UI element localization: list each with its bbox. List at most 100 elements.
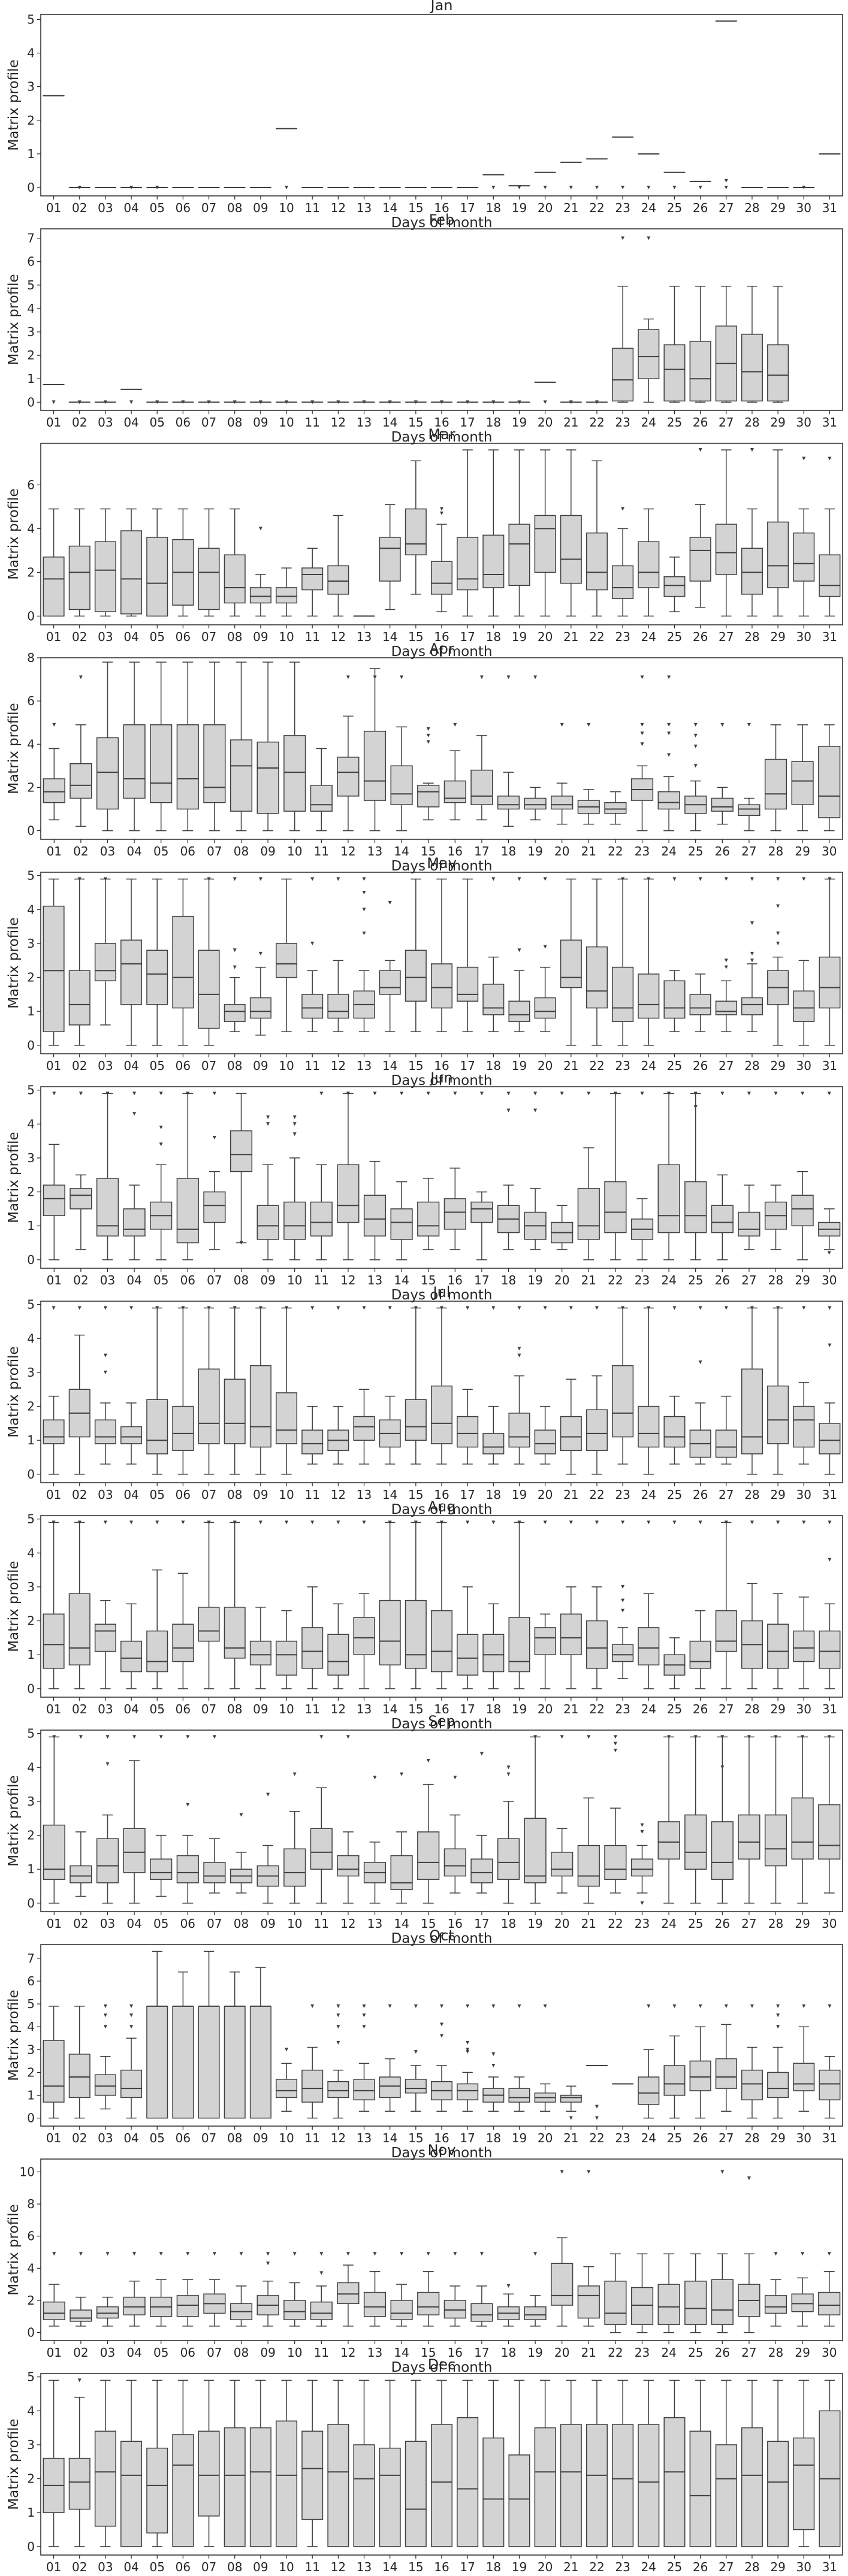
box-iqr (711, 1205, 733, 1232)
outlier-point (453, 1776, 457, 1779)
box-iqr (483, 1634, 504, 1671)
x-tick-label: 28 (744, 201, 759, 215)
x-tick-label: 23 (635, 2345, 650, 2360)
outlier-point (544, 2004, 547, 2008)
box-13 (354, 1306, 375, 1464)
box-iqr (70, 764, 92, 799)
y-tick-label: 5 (27, 1298, 35, 1312)
x-tick-label: 12 (331, 201, 346, 215)
outlier-point (750, 921, 754, 925)
box-17 (471, 1752, 493, 1893)
box-10 (284, 2252, 306, 2326)
outlier-point (725, 1306, 728, 1310)
box-iqr (198, 2006, 219, 2118)
x-tick-label: 22 (589, 415, 604, 430)
outlier-point (647, 1520, 650, 1524)
x-tick-label: 17 (460, 1702, 475, 1716)
x-tick-label: 12 (331, 630, 346, 644)
x-tick-label: 30 (796, 2131, 811, 2145)
outlier-point (595, 2117, 599, 2120)
box-03 (97, 662, 119, 830)
box-iqr (123, 1828, 145, 1873)
x-tick-label: 12 (340, 2345, 355, 2360)
box-23 (612, 137, 633, 189)
outlier-point (400, 675, 403, 679)
outlier-point (440, 2004, 443, 2008)
y-axis-label: Matrix profile (6, 2418, 22, 2510)
x-tick-label: 22 (589, 1702, 604, 1716)
x-tick-label: 24 (661, 1273, 676, 1287)
x-tick-label: 06 (180, 1273, 195, 1287)
outlier-point (310, 942, 314, 945)
x-tick-label: 19 (512, 415, 527, 430)
box-14 (379, 2380, 400, 2547)
box-iqr (738, 805, 760, 815)
x-tick-label: 11 (304, 630, 319, 644)
outlier-point (363, 908, 366, 911)
box-iqr (406, 509, 427, 555)
x-tick-label: 08 (234, 844, 249, 858)
box-iqr (690, 994, 711, 1015)
x-tick-label: 18 (486, 201, 501, 215)
outlier-point (159, 1126, 163, 1129)
x-tick-label: 03 (100, 1916, 115, 1931)
outlier-point (641, 723, 644, 727)
chart-title: Dec (428, 2356, 455, 2373)
box-24 (638, 509, 659, 616)
outlier-point (373, 2252, 377, 2255)
x-tick-label: 18 (501, 2345, 516, 2360)
y-tick-label: 4 (27, 301, 35, 316)
box-05 (150, 1735, 172, 1896)
y-tick-label: 6 (27, 1974, 35, 1988)
box-28 (765, 725, 787, 831)
outlier-point (544, 1306, 547, 1310)
x-tick-label: 08 (227, 1487, 242, 1502)
box-05 (147, 1951, 168, 2118)
box-iqr (664, 577, 685, 597)
box-iqr (711, 2279, 733, 2324)
box-12 (328, 2380, 349, 2547)
x-tick-label: 07 (201, 1487, 216, 1502)
x-tick-label: 11 (314, 844, 329, 858)
box-19 (524, 2252, 546, 2326)
x-tick-label: 29 (795, 1273, 810, 1287)
box-25 (664, 2004, 685, 2118)
outlier-point (400, 2252, 403, 2255)
x-tick-label: 19 (512, 1702, 527, 1716)
box-24 (658, 1092, 680, 1260)
box-24 (638, 1520, 659, 1689)
box-iqr (95, 2431, 116, 2526)
x-tick-label: 01 (46, 201, 61, 215)
box-14 (379, 504, 400, 609)
box-10 (276, 129, 297, 189)
outlier-point (129, 2013, 133, 2017)
box-28 (765, 2252, 787, 2326)
box-iqr (224, 1005, 245, 1021)
outlier-point (587, 2170, 590, 2173)
box-iqr (173, 1624, 194, 1661)
box-14 (391, 2252, 412, 2326)
outlier-point (186, 1735, 189, 1739)
x-tick-label: 02 (73, 2345, 88, 2360)
outlier-point (213, 2252, 216, 2255)
y-tick-label: 5 (27, 1727, 35, 1741)
box-15 (406, 400, 427, 404)
box-01 (43, 1735, 65, 1903)
outlier-point (106, 2252, 110, 2255)
x-tick-label: 15 (408, 2131, 423, 2145)
box-iqr (444, 1199, 466, 1229)
box-20 (535, 1520, 556, 1689)
box-iqr (328, 994, 349, 1018)
x-tick-label: 05 (153, 1916, 168, 1931)
box-iqr (819, 555, 840, 596)
y-tick-label: 4 (27, 2019, 35, 2034)
box-iqr (711, 1822, 733, 1879)
box-18 (498, 1092, 520, 1250)
x-tick-label: 14 (382, 415, 397, 430)
outlier-point (363, 1306, 366, 1310)
outlier-point (233, 877, 237, 881)
box-19 (509, 1520, 530, 1689)
y-tick-label: 4 (27, 2403, 35, 2418)
box-iqr (535, 1628, 556, 1655)
box-iqr (284, 2300, 306, 2320)
